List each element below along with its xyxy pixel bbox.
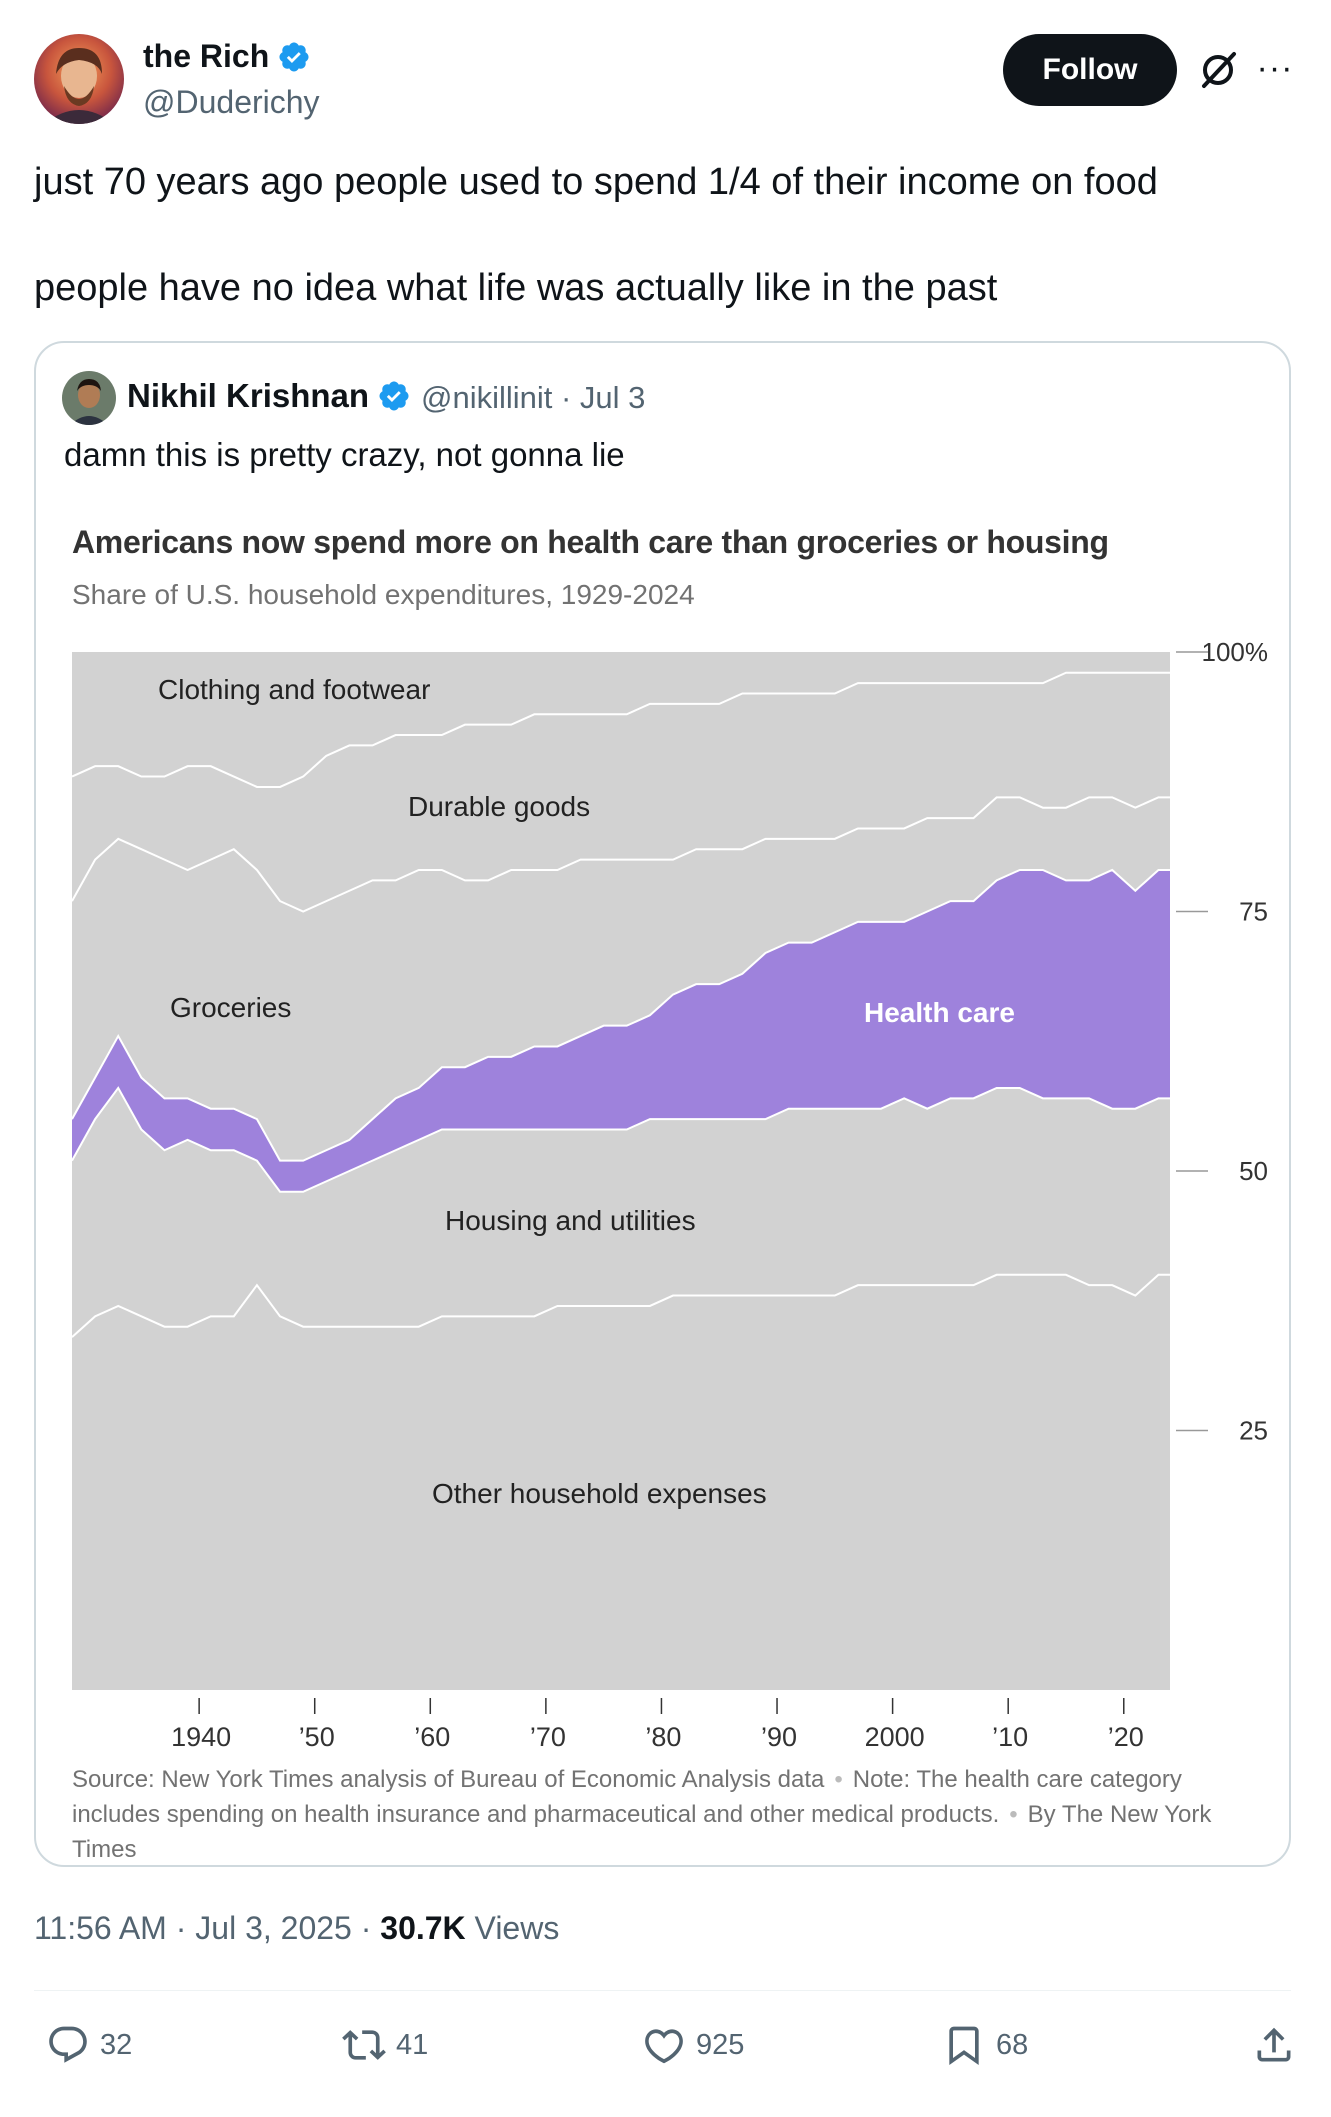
quoted-tweet-text: damn this is pretty crazy, not gonna lie [64,436,625,473]
share-icon [1252,2023,1296,2067]
boundary-line-groceries [71,796,1170,913]
more-options-icon[interactable]: ··· [1256,49,1294,87]
y-tick-label: 75 [1239,897,1268,927]
stacked-area-chart: 25 50 75 100% 1940 ’50 ’60 ’70 ’80 ’90 2000 ’10 ’20 C… [71,637,1269,1752]
separator-dot: • [834,1766,843,1793]
verified-badge-icon [277,40,311,74]
tweet-text-line-2: people have no idea what life was actual… [34,267,998,309]
quoted-author-name-row[interactable]: Nikhil Krishnan [127,377,411,415]
y-tick-label: 25 [1239,1416,1268,1446]
area-other-household-expenses [72,1274,1170,1690]
chart-subtitle: Share of U.S. household expenditures, 19… [72,579,695,610]
chart-title: Americans now spend more on health care … [72,524,1109,560]
area-groceries [72,797,1170,1161]
repost-count: 41 [396,2028,429,2061]
area-health-care [72,869,1170,1192]
x-tick-label: ’50 [299,1722,335,1752]
x-tick-label: ’70 [530,1722,566,1752]
grok-icon[interactable] [1196,48,1240,92]
x-tick-label: ’20 [1108,1722,1144,1752]
author-name[interactable]: the Rich [143,38,270,74]
share-button[interactable] [1252,2020,1296,2070]
author-handle[interactable]: @Duderichy [143,84,320,120]
quoted-author-avatar[interactable] [62,371,116,425]
author-name-row[interactable]: the Rich [143,38,311,75]
x-tick-label: ’60 [414,1722,450,1752]
bookmark-icon [942,2023,986,2067]
follow-button[interactable]: Follow [1003,34,1177,106]
quoted-handle-date[interactable]: @nikillinit · Jul 3 [421,380,646,415]
y-tick-label: 50 [1239,1156,1268,1186]
repost-icon [342,2023,386,2067]
quoted-tweet-card[interactable] [34,341,1291,1867]
x-tick-label: ’90 [761,1722,797,1752]
reply-count: 32 [100,2028,133,2061]
x-tick-label: ’10 [992,1722,1028,1752]
area-housing-and-utilities [72,1087,1170,1338]
views-label: Views [465,1910,560,1946]
boundary-line-durable-goods [71,671,1170,788]
byline-text: By The New York Times [72,1801,1212,1863]
x-tick-label: 1940 [171,1722,231,1752]
bookmark-button[interactable]: 68 [942,2020,1028,2070]
x-tick-label: 2000 [865,1722,925,1752]
bookmark-count: 68 [996,2028,1029,2061]
chart-source-note: Source: New York Times analysis of Burea… [72,1762,1272,1867]
source-text: Source: New York Times analysis of Burea… [72,1766,825,1793]
label-durable: Durable goods [408,791,590,822]
label-health-care: Health care [864,997,1015,1028]
reply-button[interactable]: 32 [46,2020,132,2070]
label-clothing: Clothing and footwear [158,674,430,705]
divider [34,1990,1291,1991]
like-count: 925 [696,2028,745,2061]
note-text: Note: The health care category includes … [72,1766,1182,1828]
author-avatar[interactable] [34,34,124,124]
tweet-meta: 11:56 AM · Jul 3, 2025 · 30.7K Views [34,1910,559,1947]
label-other: Other household expenses [432,1478,767,1509]
separator-dot: • [1009,1801,1018,1828]
boundary-line-other-household-expenses [71,1273,1170,1338]
quoted-verified-badge-icon [377,379,411,413]
area-clothing-and-footwear [72,652,1170,787]
like-button[interactable]: 925 [642,2020,744,2070]
label-housing: Housing and utilities [445,1205,696,1236]
y-tick-label: 100% [1202,637,1269,667]
quoted-author-name[interactable]: Nikhil Krishnan [127,377,370,414]
reply-icon [46,2023,90,2067]
x-tick-label: ’80 [645,1722,681,1752]
views-count: 30.7K [380,1910,466,1946]
area-durable-goods [72,672,1170,912]
tweet-text-line-1: just 70 years ago people used to spend 1… [34,161,1158,203]
heart-icon [642,2023,686,2067]
boundary-line-housing-and-utilities [71,1086,1170,1193]
timestamp[interactable]: 11:56 AM · Jul 3, 2025 · [34,1910,381,1946]
repost-button[interactable]: 41 [342,2020,428,2070]
boundary-line-health-care [71,868,1170,1162]
label-groceries: Groceries [170,992,291,1023]
